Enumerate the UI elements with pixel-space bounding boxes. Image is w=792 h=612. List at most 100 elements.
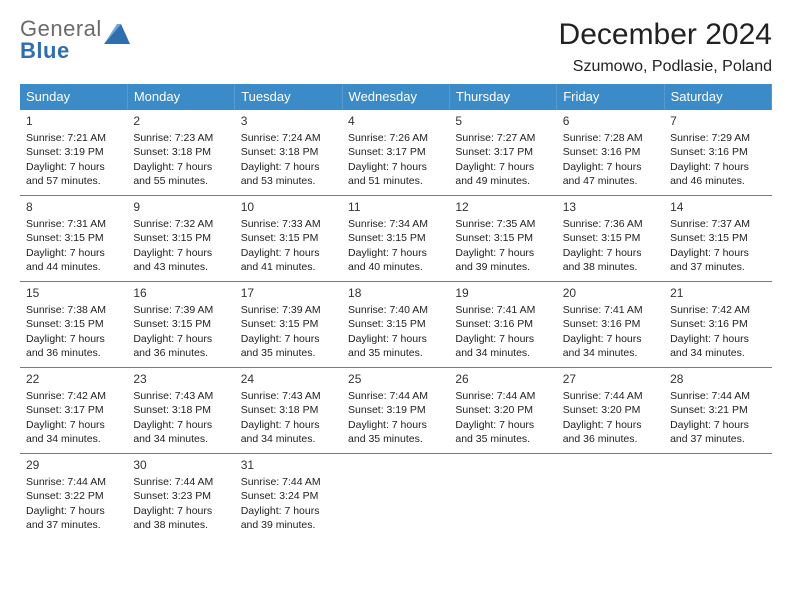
- day-number: 15: [26, 285, 121, 301]
- calendar-day-cell: 26Sunrise: 7:44 AMSunset: 3:20 PMDayligh…: [449, 368, 556, 454]
- weekday-header: Monday: [127, 84, 234, 110]
- location-subtitle: Szumowo, Podlasie, Poland: [559, 58, 772, 76]
- calendar-week-row: 29Sunrise: 7:44 AMSunset: 3:22 PMDayligh…: [20, 454, 772, 540]
- day-sunrise: Sunrise: 7:44 AM: [133, 475, 228, 489]
- day-dl2: and 37 minutes.: [670, 432, 765, 446]
- day-number: 2: [133, 113, 228, 129]
- day-sunset: Sunset: 3:16 PM: [670, 145, 765, 159]
- day-number: 14: [670, 199, 765, 215]
- calendar-day-cell: 1Sunrise: 7:21 AMSunset: 3:19 PMDaylight…: [20, 110, 127, 196]
- day-dl1: Daylight: 7 hours: [26, 418, 121, 432]
- calendar-filler-cell: [557, 454, 664, 540]
- calendar-day-cell: 19Sunrise: 7:41 AMSunset: 3:16 PMDayligh…: [449, 282, 556, 368]
- day-dl1: Daylight: 7 hours: [26, 160, 121, 174]
- day-sunset: Sunset: 3:19 PM: [348, 403, 443, 417]
- day-sunset: Sunset: 3:23 PM: [133, 489, 228, 503]
- day-dl1: Daylight: 7 hours: [455, 332, 550, 346]
- day-sunset: Sunset: 3:16 PM: [455, 317, 550, 331]
- calendar-day-cell: 18Sunrise: 7:40 AMSunset: 3:15 PMDayligh…: [342, 282, 449, 368]
- day-dl1: Daylight: 7 hours: [348, 332, 443, 346]
- calendar-day-cell: 15Sunrise: 7:38 AMSunset: 3:15 PMDayligh…: [20, 282, 127, 368]
- day-sunrise: Sunrise: 7:42 AM: [26, 389, 121, 403]
- day-dl2: and 34 minutes.: [241, 432, 336, 446]
- day-sunrise: Sunrise: 7:33 AM: [241, 217, 336, 231]
- day-dl1: Daylight: 7 hours: [26, 246, 121, 260]
- day-sunrise: Sunrise: 7:39 AM: [133, 303, 228, 317]
- day-number: 30: [133, 457, 228, 473]
- day-dl2: and 57 minutes.: [26, 174, 121, 188]
- calendar-week-row: 15Sunrise: 7:38 AMSunset: 3:15 PMDayligh…: [20, 282, 772, 368]
- day-dl2: and 34 minutes.: [133, 432, 228, 446]
- calendar-day-cell: 27Sunrise: 7:44 AMSunset: 3:20 PMDayligh…: [557, 368, 664, 454]
- day-number: 7: [670, 113, 765, 129]
- day-number: 21: [670, 285, 765, 301]
- day-dl2: and 35 minutes.: [455, 432, 550, 446]
- day-number: 4: [348, 113, 443, 129]
- day-number: 16: [133, 285, 228, 301]
- day-dl2: and 49 minutes.: [455, 174, 550, 188]
- day-sunset: Sunset: 3:17 PM: [348, 145, 443, 159]
- day-number: 11: [348, 199, 443, 215]
- calendar-day-cell: 3Sunrise: 7:24 AMSunset: 3:18 PMDaylight…: [235, 110, 342, 196]
- day-dl2: and 34 minutes.: [670, 346, 765, 360]
- calendar-day-cell: 16 Sunrise: 7:39 AMSunset: 3:15 PMDayligh…: [127, 282, 234, 368]
- day-sunrise: Sunrise: 7:32 AM: [133, 217, 228, 231]
- day-sunset: Sunset: 3:18 PM: [133, 403, 228, 417]
- day-number: 23: [133, 371, 228, 387]
- day-dl2: and 51 minutes.: [348, 174, 443, 188]
- calendar-day-cell: 20Sunrise: 7:41 AMSunset: 3:16 PMDayligh…: [557, 282, 664, 368]
- calendar-day-cell: 8Sunrise: 7:31 AMSunset: 3:15 PMDaylight…: [20, 196, 127, 282]
- day-dl1: Daylight: 7 hours: [670, 160, 765, 174]
- day-dl1: Daylight: 7 hours: [133, 332, 228, 346]
- day-dl2: and 37 minutes.: [670, 260, 765, 274]
- weekday-header: Tuesday: [235, 84, 342, 110]
- day-dl1: Daylight: 7 hours: [670, 418, 765, 432]
- calendar-day-cell: 13Sunrise: 7:36 AMSunset: 3:15 PMDayligh…: [557, 196, 664, 282]
- day-number: 19: [455, 285, 550, 301]
- day-sunset: Sunset: 3:16 PM: [563, 317, 658, 331]
- day-sunset: Sunset: 3:16 PM: [670, 317, 765, 331]
- day-number: 28: [670, 371, 765, 387]
- day-dl2: and 38 minutes.: [133, 518, 228, 532]
- day-sunrise: Sunrise: 7:39 AM: [241, 303, 336, 317]
- weekday-header: Saturday: [664, 84, 771, 110]
- day-sunset: Sunset: 3:18 PM: [241, 403, 336, 417]
- day-sunset: Sunset: 3:15 PM: [241, 231, 336, 245]
- day-dl2: and 43 minutes.: [133, 260, 228, 274]
- day-dl2: and 35 minutes.: [348, 346, 443, 360]
- day-sunrise: Sunrise: 7:37 AM: [670, 217, 765, 231]
- day-number: 6: [563, 113, 658, 129]
- day-sunset: Sunset: 3:15 PM: [133, 317, 228, 331]
- day-sunset: Sunset: 3:15 PM: [133, 231, 228, 245]
- day-sunset: Sunset: 3:20 PM: [563, 403, 658, 417]
- day-sunrise: Sunrise: 7:44 AM: [241, 475, 336, 489]
- day-number: 10: [241, 199, 336, 215]
- day-sunset: Sunset: 3:15 PM: [563, 231, 658, 245]
- day-dl1: Daylight: 7 hours: [26, 332, 121, 346]
- day-dl2: and 36 minutes.: [26, 346, 121, 360]
- day-dl1: Daylight: 7 hours: [241, 418, 336, 432]
- day-dl2: and 36 minutes.: [563, 432, 658, 446]
- day-number: 31: [241, 457, 336, 473]
- day-number: 27: [563, 371, 658, 387]
- weekday-header-row: SundayMondayTuesdayWednesdayThursdayFrid…: [20, 84, 772, 110]
- day-sunrise: Sunrise: 7:24 AM: [241, 131, 336, 145]
- day-sunset: Sunset: 3:15 PM: [348, 231, 443, 245]
- day-sunrise: Sunrise: 7:26 AM: [348, 131, 443, 145]
- calendar-week-row: 1Sunrise: 7:21 AMSunset: 3:19 PMDaylight…: [20, 110, 772, 196]
- day-sunrise: Sunrise: 7:21 AM: [26, 131, 121, 145]
- day-dl2: and 38 minutes.: [563, 260, 658, 274]
- day-number: 26: [455, 371, 550, 387]
- day-number: 25: [348, 371, 443, 387]
- day-number: 1: [26, 113, 121, 129]
- day-sunset: Sunset: 3:15 PM: [26, 317, 121, 331]
- day-sunset: Sunset: 3:15 PM: [26, 231, 121, 245]
- day-dl1: Daylight: 7 hours: [133, 418, 228, 432]
- day-number: 5: [455, 113, 550, 129]
- day-dl2: and 40 minutes.: [348, 260, 443, 274]
- day-sunrise: Sunrise: 7:36 AM: [563, 217, 658, 231]
- calendar-day-cell: 7Sunrise: 7:29 AMSunset: 3:16 PMDaylight…: [664, 110, 771, 196]
- day-sunrise: Sunrise: 7:44 AM: [348, 389, 443, 403]
- day-dl1: Daylight: 7 hours: [133, 246, 228, 260]
- calendar-day-cell: 22Sunrise: 7:42 AMSunset: 3:17 PMDayligh…: [20, 368, 127, 454]
